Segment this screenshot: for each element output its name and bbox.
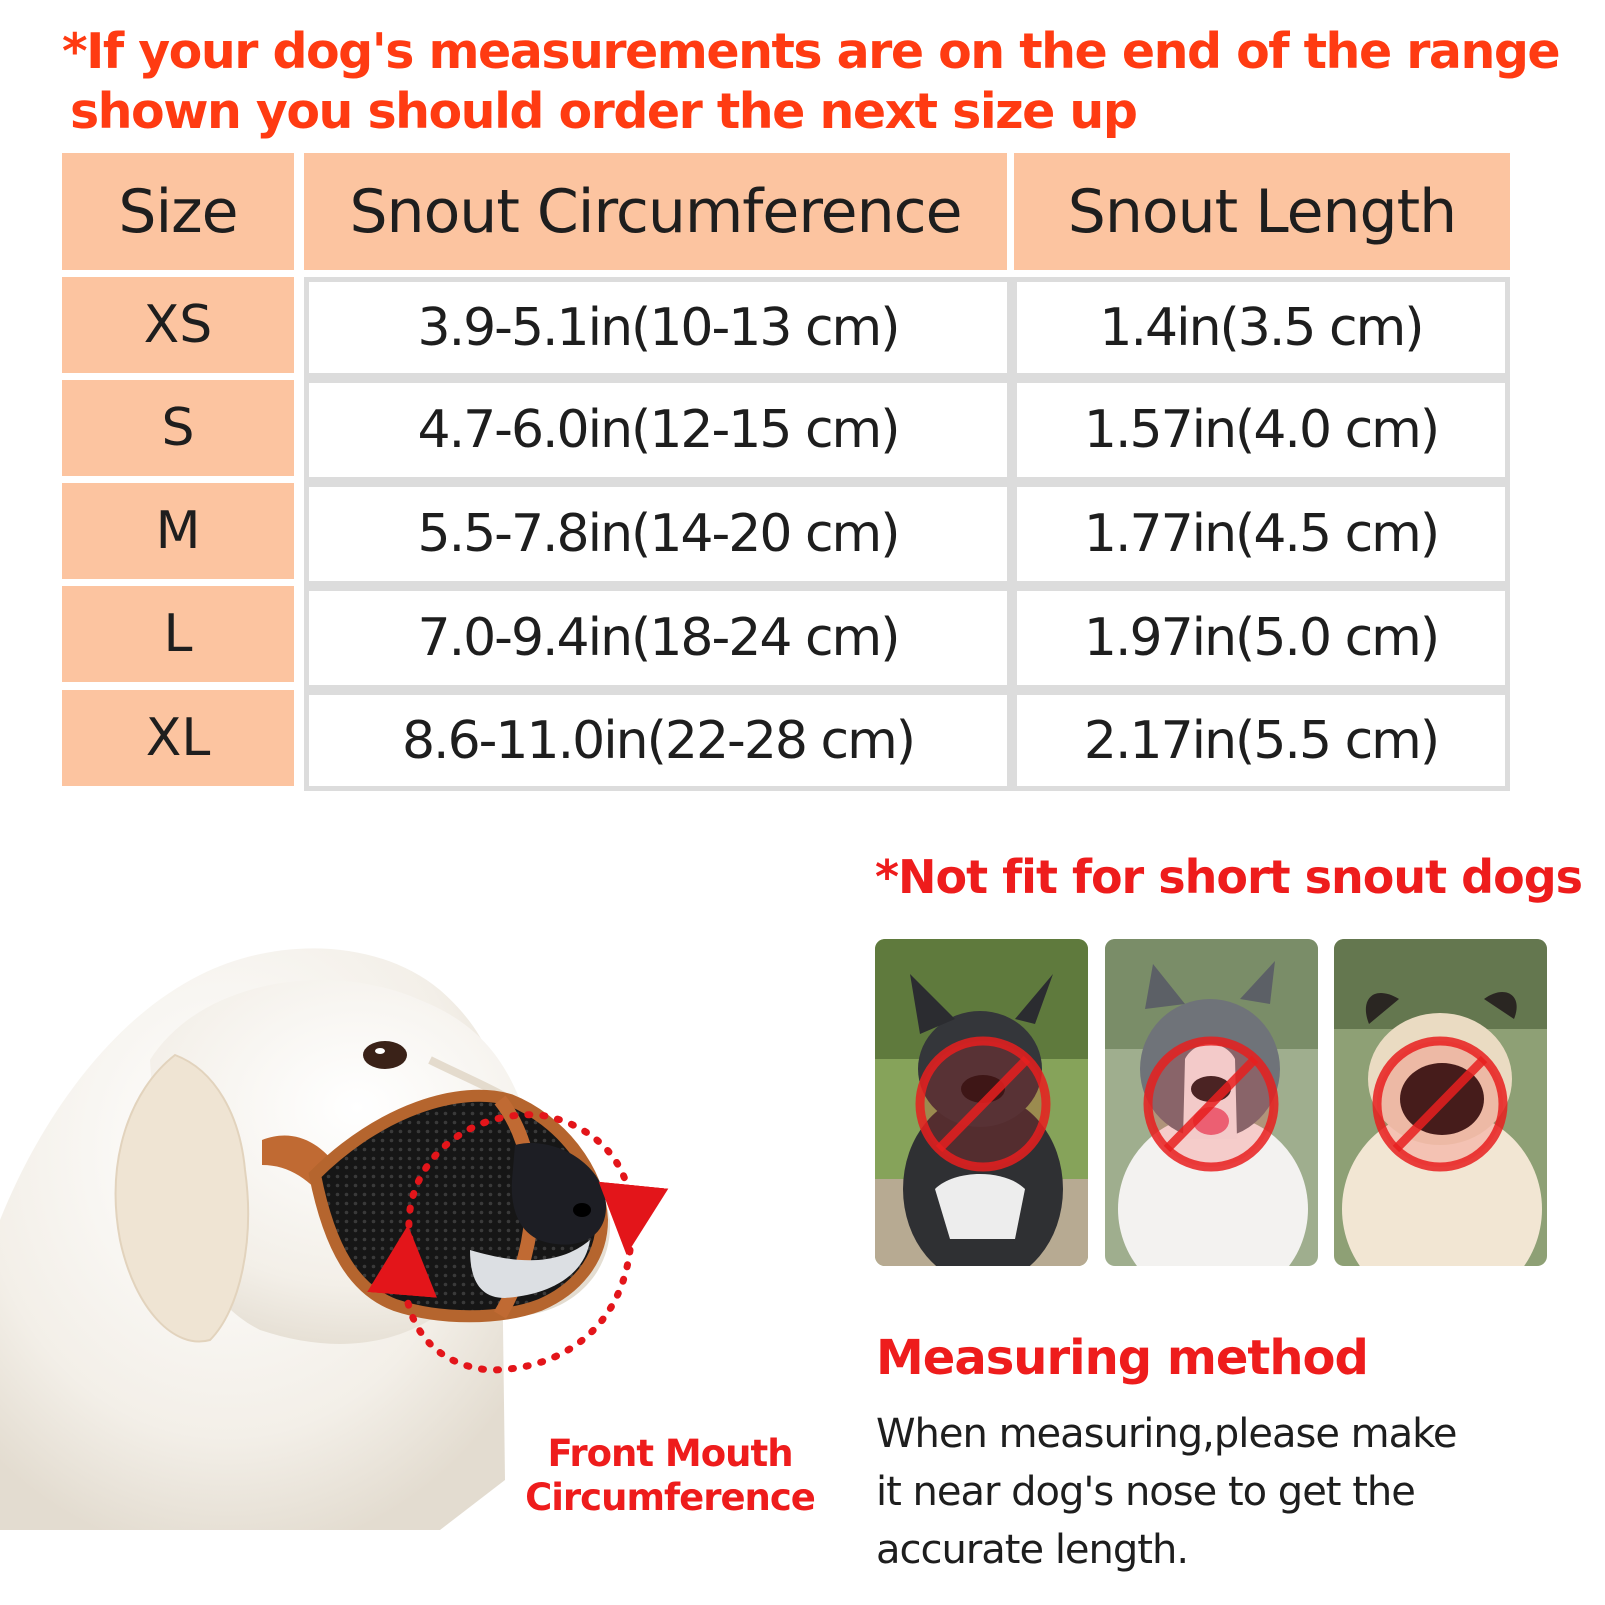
size-warning-line-1: *If your dog's measurements are on the e…	[62, 23, 1561, 80]
circumference-cell-l: 7.0-9.4in(18-24 cm)	[304, 586, 1012, 690]
size-cell-m: M	[62, 483, 294, 579]
size-warning: *If your dog's measurements are on the e…	[62, 22, 1562, 142]
front-mouth-circumference-label: Front Mouth Circumference	[520, 1432, 820, 1520]
measuring-text-line-3: accurate length.	[876, 1527, 1189, 1573]
circumference-cell-s: 4.7-6.0in(12-15 cm)	[304, 378, 1012, 482]
measuring-text-line-1: When measuring,please make	[876, 1411, 1457, 1457]
size-cell-s: S	[62, 380, 294, 476]
size-warning-line-2: shown you should order the next size up	[70, 83, 1138, 140]
pitbull-photo	[1105, 939, 1318, 1266]
length-cell-xs: 1.4in(3.5 cm)	[1012, 277, 1510, 378]
size-cell-xl: XL	[62, 690, 294, 786]
measuring-method-title: Measuring method	[876, 1330, 1369, 1386]
measuring-text-line-2: it near dog's nose to get the	[876, 1469, 1416, 1515]
short-snout-warning: *Not fit for short snout dogs	[875, 850, 1583, 904]
length-cell-m: 1.77in(4.5 cm)	[1012, 482, 1510, 586]
front-mouth-label-line-2: Circumference	[525, 1476, 816, 1519]
french-bulldog-photo	[875, 939, 1088, 1266]
prohibited-icon	[1143, 1036, 1279, 1172]
measuring-method-text: When measuring,please make it near dog's…	[876, 1405, 1576, 1579]
length-cell-s: 1.57in(4.0 cm)	[1012, 378, 1510, 482]
size-cell-xs: XS	[62, 277, 294, 373]
length-cell-l: 1.97in(5.0 cm)	[1012, 586, 1510, 690]
circumference-cell-m: 5.5-7.8in(14-20 cm)	[304, 482, 1012, 586]
circumference-cell-xs: 3.9-5.1in(10-13 cm)	[304, 277, 1012, 378]
header-size: Size	[62, 153, 294, 270]
front-mouth-label-line-1: Front Mouth	[547, 1432, 793, 1475]
circumference-cell-xl: 8.6-11.0in(22-28 cm)	[304, 690, 1012, 791]
pug-photo	[1334, 939, 1547, 1266]
prohibited-icon	[1372, 1036, 1508, 1172]
length-cell-xl: 2.17in(5.5 cm)	[1012, 690, 1510, 791]
prohibited-icon	[915, 1036, 1051, 1172]
size-cell-l: L	[62, 586, 294, 682]
dog-muzzle-illustration	[0, 948, 669, 1530]
header-snout-length: Snout Length	[1014, 153, 1510, 270]
header-snout-circumference: Snout Circumference	[304, 153, 1007, 270]
